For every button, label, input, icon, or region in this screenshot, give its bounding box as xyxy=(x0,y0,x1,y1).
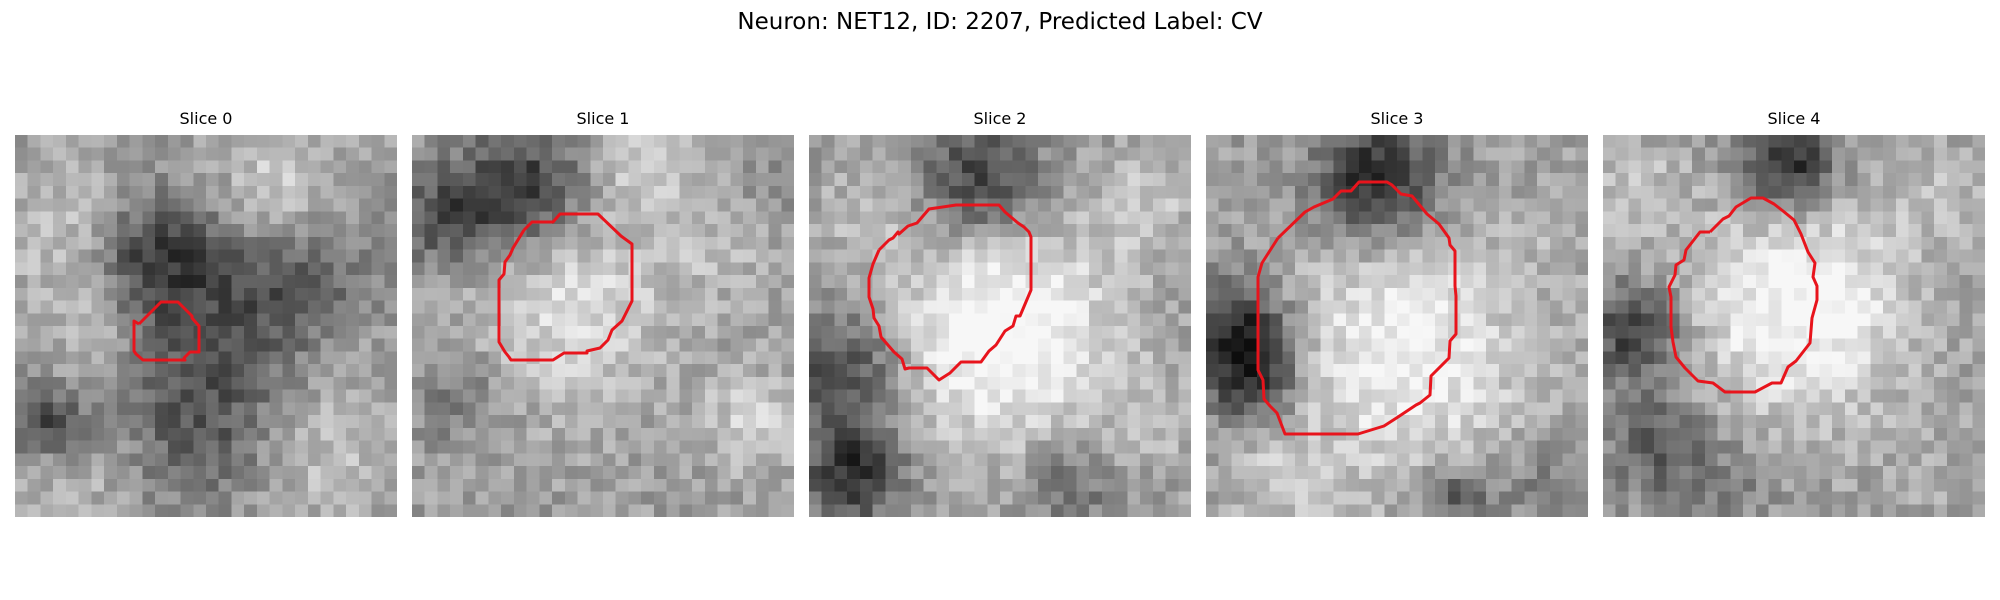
contour-overlay-2 xyxy=(867,203,1033,382)
segmentation-contour-1 xyxy=(497,212,634,362)
slice-image-2 xyxy=(809,135,1191,517)
contour-overlay-4 xyxy=(1667,196,1819,394)
segmentation-contour-0 xyxy=(132,300,201,362)
grayscale-slice-3 xyxy=(1206,135,1588,517)
grayscale-slice-0 xyxy=(15,135,397,517)
segmentation-contour-2 xyxy=(867,203,1033,382)
slice-title-3: Slice 3 xyxy=(1370,109,1424,128)
slice-panel-0: Slice 0 xyxy=(15,108,397,518)
slice-title-1: Slice 1 xyxy=(576,109,630,128)
segmentation-contour-3 xyxy=(1256,180,1458,436)
slice-panel-3: Slice 3 xyxy=(1206,108,1588,518)
contour-overlay-1 xyxy=(497,212,634,362)
slice-image-0 xyxy=(15,135,397,517)
segmentation-contour-4 xyxy=(1667,196,1819,394)
slice-panel-1: Slice 1 xyxy=(412,108,794,518)
contour-overlay-0 xyxy=(132,300,201,362)
figure-title: Neuron: NET12, ID: 2207, Predicted Label… xyxy=(737,9,1263,35)
slice-image-4 xyxy=(1603,135,1985,517)
slice-title-4: Slice 4 xyxy=(1767,109,1821,128)
grayscale-slice-2 xyxy=(809,135,1191,517)
grayscale-slice-4 xyxy=(1603,135,1985,517)
grayscale-slice-1 xyxy=(412,135,794,517)
slice-panel-4: Slice 4 xyxy=(1603,108,1985,518)
slice-title-0: Slice 0 xyxy=(179,109,233,128)
slice-image-1 xyxy=(412,135,794,517)
slice-panel-2: Slice 2 xyxy=(809,108,1191,518)
contour-overlay-3 xyxy=(1256,180,1458,436)
slice-image-3 xyxy=(1206,135,1588,517)
slice-title-2: Slice 2 xyxy=(973,109,1027,128)
